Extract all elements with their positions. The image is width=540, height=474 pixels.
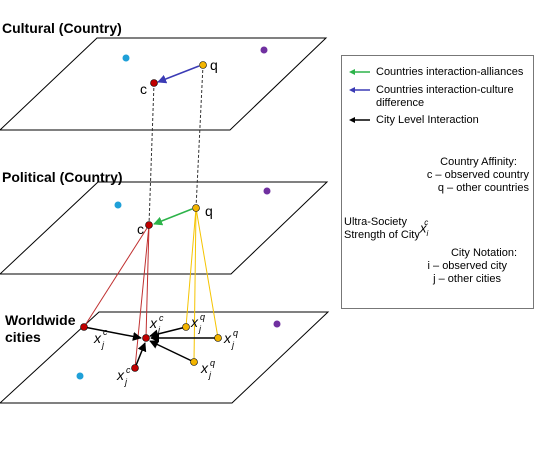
worldwide-layer-title: Worldwide bbox=[5, 312, 76, 328]
cultural-node-purple bbox=[260, 46, 268, 54]
country-affinity-title: Country Affinity: bbox=[440, 156, 517, 168]
cities-layer-title: cities bbox=[5, 329, 41, 345]
city-node-xq-bottom bbox=[190, 358, 198, 366]
city-label-xc-bottom: x j c bbox=[116, 365, 131, 387]
cultural-plane bbox=[0, 37, 328, 131]
red-projection-lines bbox=[83, 224, 150, 369]
green-arrow-icon bbox=[349, 69, 370, 75]
yellow-projection-lines bbox=[185, 207, 219, 363]
svg-text:x: x bbox=[116, 367, 125, 383]
city-label-xq-top: x j q bbox=[190, 312, 205, 334]
svg-text:x: x bbox=[200, 360, 209, 376]
svg-text:j: j bbox=[208, 370, 212, 380]
legend-label-culture: Countries interaction-culture difference bbox=[376, 84, 514, 110]
city-label-xc-center: x j c bbox=[149, 313, 164, 335]
city-node-xq-right bbox=[214, 334, 222, 342]
legend-label-city: City Level Interaction bbox=[376, 114, 479, 126]
city-label-xq-bottom: x j q bbox=[200, 358, 215, 380]
cultural-node-cyan bbox=[122, 54, 130, 62]
political-node-cyan bbox=[114, 201, 122, 209]
political-plane bbox=[0, 181, 329, 275]
dashed-link-c bbox=[148, 82, 155, 226]
cultural-label-c: c bbox=[140, 81, 147, 97]
political-node-purple bbox=[263, 187, 271, 195]
svg-text:c: c bbox=[103, 327, 108, 337]
svg-text:x: x bbox=[149, 315, 158, 331]
dashed-link-q bbox=[195, 64, 204, 209]
political-label-c: c bbox=[137, 221, 144, 237]
ultra-symbol-sup: c bbox=[424, 218, 429, 227]
svg-text:x: x bbox=[93, 330, 102, 346]
city-notation-i: i – observed city bbox=[427, 260, 507, 272]
cultural-node-c bbox=[150, 79, 158, 87]
svg-text:j: j bbox=[231, 340, 235, 350]
svg-text:j: j bbox=[101, 340, 105, 350]
city-notation-block: City Notation: i – observed city j – oth… bbox=[427, 247, 517, 286]
cultural-layer-title: Cultural (Country) bbox=[2, 20, 122, 36]
svg-text:x: x bbox=[223, 330, 232, 346]
blue-arrow-icon bbox=[349, 87, 370, 93]
ultra-society-symbol: xic bbox=[420, 218, 432, 240]
political-node-q bbox=[192, 204, 200, 212]
legend-item-alliances: Countries interaction-alliances bbox=[348, 66, 523, 79]
legend: Countries interaction-alliances Countrie… bbox=[341, 55, 534, 309]
svg-text:x: x bbox=[190, 314, 199, 330]
city-node-xc-bottom bbox=[131, 364, 139, 372]
svg-text:j: j bbox=[198, 324, 202, 334]
city-label-xq-right: x j q bbox=[223, 328, 238, 350]
svg-text:c: c bbox=[159, 313, 164, 323]
city-node-purple bbox=[273, 320, 281, 328]
country-affinity-q: q – other countries bbox=[437, 182, 529, 194]
ultra-society-label: Ultra-Society Strength of City bbox=[344, 216, 420, 242]
city-notation-j: j – other cities bbox=[433, 273, 501, 285]
legend-culture-line1: Countries interaction-culture bbox=[376, 84, 514, 96]
svg-text:q: q bbox=[200, 312, 205, 322]
svg-text:q: q bbox=[233, 328, 238, 338]
political-label-q: q bbox=[205, 203, 213, 219]
ultra-symbol-x: x bbox=[420, 220, 427, 236]
cultural-label-q: q bbox=[210, 57, 218, 73]
city-node-xc-center bbox=[142, 334, 150, 342]
city-node-cyan bbox=[76, 372, 84, 380]
legend-item-culture: Countries interaction-culture difference bbox=[348, 84, 514, 110]
svg-text:j: j bbox=[124, 377, 128, 387]
culture-difference-arrow bbox=[157, 65, 200, 84]
legend-culture-line2: difference bbox=[376, 97, 425, 109]
svg-text:c: c bbox=[126, 365, 131, 375]
city-label-xc-left: x j c bbox=[93, 327, 108, 350]
city-node-xc-left bbox=[80, 323, 88, 331]
cities-plane bbox=[0, 311, 330, 404]
legend-item-city: City Level Interaction bbox=[348, 114, 479, 127]
legend-label-alliances: Countries interaction-alliances bbox=[376, 66, 524, 78]
city-interaction-arrows bbox=[83, 326, 218, 369]
ultra-symbol-sub: i bbox=[426, 228, 429, 238]
country-affinity-c: c – observed country bbox=[426, 169, 529, 181]
black-arrow-icon bbox=[349, 117, 370, 123]
ultra-society-line1: Ultra-Society bbox=[344, 216, 407, 228]
country-affinity-block: Country Affinity: c – observed country q… bbox=[427, 156, 529, 195]
alliance-arrow bbox=[153, 208, 193, 226]
city-node-xq-top bbox=[182, 323, 190, 331]
svg-text:q: q bbox=[210, 358, 215, 368]
political-node-c bbox=[145, 221, 153, 229]
political-layer-title: Political (Country) bbox=[2, 169, 123, 185]
svg-text:j: j bbox=[157, 325, 161, 335]
cultural-node-q bbox=[199, 61, 207, 69]
city-notation-title: City Notation: bbox=[450, 247, 517, 259]
ultra-society-line2: Strength of City bbox=[344, 229, 420, 241]
